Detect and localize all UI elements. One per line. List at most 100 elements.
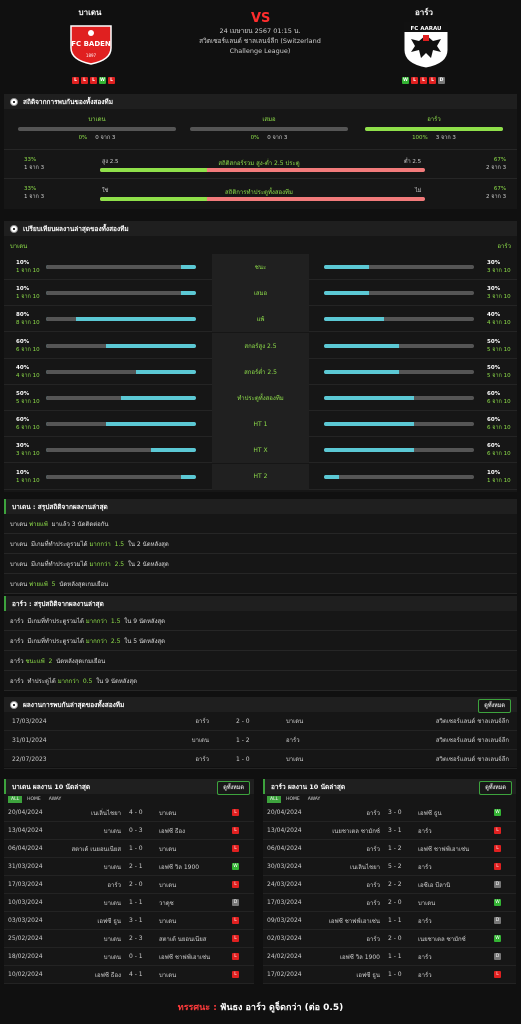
compare-left-pct: 60% <box>16 338 30 345</box>
form-badge: D <box>438 77 445 84</box>
compare-right-sub: 6 จาก 10 <box>487 399 511 405</box>
compare-away-label: อาร์ว <box>497 243 511 250</box>
ou-left-sub: 1 จาก 3 <box>24 165 45 171</box>
table-row[interactable]: 03/03/2024 เอฟซี ธูน 3 - 1 บาเดน L <box>4 912 254 930</box>
compare-right-sub: 6 จาก 10 <box>487 425 511 432</box>
away-last10-table: 20/04/2024 อาร์ว 3 - 0 เอฟซี ธูน W 13/04/2024… <box>263 804 516 984</box>
table-row[interactable]: 06/04/2024 สตาเด้ เนยอนเนียส 1 - 0 บาเดน L <box>4 840 254 858</box>
summary-text: มาแล้ว 3 นัดติดต่อกัน <box>47 520 109 528</box>
view-all-button[interactable]: ดูทั้งหมด <box>479 781 512 795</box>
table-row[interactable]: 09/03/2024 เอฟซี ชาฟฟ์เฮาเซ่น 1 - 1 อาร์ว D <box>263 912 516 930</box>
compare-row: 80% 8 จาก 10 แพ้ 40% 4 จาก 10 <box>4 306 517 333</box>
btts-left-sub: 1 จาก 3 <box>24 194 45 200</box>
home-team: อาร์ว <box>107 881 121 889</box>
table-row[interactable]: 20/04/2024 เนเลิ่นไชยา 4 - 0 บาเดน L <box>4 804 254 822</box>
compare-right-bar <box>324 474 474 479</box>
section-title: เปรียบเทียบผลงานล่าสุดของทั้งสองทีม <box>23 224 129 233</box>
compare-left-pct: 10% <box>16 469 30 476</box>
score: 1 - 0 <box>129 845 143 852</box>
home-team: เนเลิ่นไชยา <box>91 809 121 817</box>
summary-text: อาร์ว ทำประตูได้ <box>10 677 58 685</box>
result-badge: L <box>494 827 501 834</box>
h2h-col-pct: 0% 0 จาก 3 <box>190 134 348 142</box>
home-team: บาเดน <box>103 827 121 835</box>
compare-right-sub: 4 จาก 10 <box>487 320 511 327</box>
table-row[interactable]: 17/03/2024 อาร์ว 2 - 0 บาเดน สวิตเซอร์แลนด์ … <box>4 712 517 731</box>
table-row[interactable]: 10/03/2024 บาเดน 1 - 1 วาดุซ D <box>4 894 254 912</box>
compare-left-bar <box>46 317 196 322</box>
h2h-col-pct: 0% 0 จาก 3 <box>18 134 176 142</box>
h2h-league: สวิตเซอร์แลนด์ ชาลเลนจ์ลีก <box>435 756 509 763</box>
h2h-score: 2 - 0 <box>236 717 250 725</box>
compare-section: เปรียบเทียบผลงานล่าสุดของทั้งสองทีม บาเด… <box>4 221 517 492</box>
match-date: 24/02/2024 <box>267 953 302 960</box>
summary-text: บาเดน มีเกมที่ทำประตูรวมได้ <box>10 540 90 548</box>
h2h-home: อาร์ว <box>195 756 209 763</box>
away-summary-rows: อาร์ว มีเกมที่ทำประตูรวมได้ มากกว่า 1.5 … <box>4 611 517 691</box>
match-date: 13/04/2024 <box>267 827 302 834</box>
match-date: 17/03/2024 <box>267 899 302 906</box>
table-row[interactable]: 24/03/2024 อาร์ว 2 - 2 เอซีเอ บีลานิ D <box>263 876 516 894</box>
compare-left-bar <box>46 448 196 453</box>
table-row[interactable]: 13/04/2024 เนยชาเตล ซามักซ์ 3 - 1 อาร์ว L <box>263 822 516 840</box>
match-date: 24/03/2024 <box>267 881 302 888</box>
table-row[interactable]: 13/04/2024 บาเดน 0 - 3 เอฟซี ธีอง L <box>4 822 254 840</box>
compare-left-bar <box>46 291 196 296</box>
compare-row: 10% 1 จาก 10 HT 2 10% 1 จาก 10 <box>4 463 517 490</box>
compare-left-bar <box>46 369 196 374</box>
section-title: อาร์ว : สรุปสถิติจากผลงานล่าสุด <box>12 599 104 608</box>
score: 1 - 1 <box>388 953 402 960</box>
table-row[interactable]: 24/02/2024 เอฟซี วิล 1900 1 - 1 อาร์ว D <box>263 948 516 966</box>
section-title: สถิติจากการพบกันของทั้งสองทีม <box>23 97 113 106</box>
summary-text: ใน 2 นัดหลังสุด <box>124 560 169 568</box>
compare-left-pct: 40% <box>16 364 30 371</box>
table-row[interactable]: 06/04/2024 อาร์ว 1 - 2 เอฟซี ชาฟฟ์เฮาเซ่น L <box>263 840 516 858</box>
compare-row: 30% 3 จาก 10 HT X 60% 6 จาก 10 <box>4 437 517 464</box>
tab-away[interactable]: AWAY <box>307 796 321 802</box>
compare-right-bar <box>324 265 474 269</box>
h2h-date: 22/07/2023 <box>12 755 47 763</box>
result-badge: D <box>494 917 501 924</box>
table-row[interactable]: 31/01/2024 บาเดน 1 - 2 อาร์ว สวิตเซอร์แลนด์ … <box>4 731 517 750</box>
h2h-col-sub: 3 จาก 3 <box>435 135 456 141</box>
summary-text: มากกว่า 2.5 <box>85 637 121 645</box>
table-row[interactable]: 22/07/2023 อาร์ว 1 - 0 บาเดน สวิตเซอร์แลนด์ … <box>4 750 517 769</box>
result-badge: D <box>494 953 501 960</box>
compare-left-pct: 60% <box>16 417 30 424</box>
match-info: 24 เมษายน 2567 01:15 น. สวิตเซอร์แลนด์ ช… <box>190 26 330 56</box>
view-all-button[interactable]: ดูทั้งหมด <box>478 699 511 713</box>
tab-home[interactable]: HOME <box>286 796 300 802</box>
tab-away[interactable]: AWAY <box>48 796 62 802</box>
match-date: 02/03/2024 <box>267 935 302 942</box>
table-row[interactable]: 25/02/2024 บาเดน 2 - 3 สตาเด้ นยอนเนียส L <box>4 930 254 948</box>
table-row[interactable]: 10/02/2024 เอฟซี ธีอง 4 - 1 บาเดน L <box>4 966 254 984</box>
view-all-button[interactable]: ดูทั้งหมด <box>217 781 250 795</box>
prediction: ทรรศนะ : ฟันธง อาร์ว ดูจ็ดกว่า (ต่อ 0.5) <box>0 1000 521 1014</box>
tab-home[interactable]: HOME <box>27 796 41 802</box>
btts-title: สถิติการทำประตูทั้งสองทีม <box>225 189 293 196</box>
table-row[interactable]: 17/03/2024 อาร์ว 2 - 0 บาเดน W <box>263 894 516 912</box>
match-date: 17/02/2024 <box>267 971 302 978</box>
table-row[interactable]: 30/03/2024 เนเลินไชยา 5 - 2 อาร์ว L <box>263 858 516 876</box>
table-row[interactable]: 17/02/2024 เอฟซี ธูน 1 - 0 อาร์ว L <box>263 966 516 984</box>
away-team: อาร์ว <box>418 971 432 979</box>
home-team: สตาเด้ เนยอนเนียส <box>71 845 122 853</box>
match-date: 18/02/2024 <box>8 953 43 960</box>
score: 4 - 1 <box>129 971 143 978</box>
section-title: บาเดน ผลงาน 10 นัดล่าสุด <box>12 782 91 791</box>
table-row[interactable]: 20/04/2024 อาร์ว 3 - 0 เอฟซี ธูน W <box>263 804 516 822</box>
match-date: 24 เมษายน 2567 01:15 น. <box>219 27 301 35</box>
table-row[interactable]: 02/03/2024 อาร์ว 2 - 0 เนยชาเตล ซามักซ์ W <box>263 930 516 948</box>
h2h-col-sub: 0 จาก 3 <box>267 135 288 141</box>
tab-all[interactable]: ALL <box>267 795 282 803</box>
compare-right-bar <box>324 369 474 374</box>
compare-left-pct: 80% <box>16 312 30 319</box>
home-team: อาร์ว <box>366 881 380 889</box>
table-row[interactable]: 31/03/2024 บาเดน 2 - 1 เอฟซี วิล 1900 W <box>4 858 254 876</box>
compare-metric-label: HT 2 <box>212 463 309 490</box>
score: 0 - 1 <box>129 953 143 960</box>
table-row[interactable]: 17/03/2024 อาร์ว 2 - 0 บาเดน L <box>4 876 254 894</box>
table-row[interactable]: 18/02/2024 บาเดน 0 - 1 เอฟซี ชาฟฟ์เฮาเซ่น L <box>4 948 254 966</box>
compare-metric-label: ทำประตูทั้งสองทีม <box>212 385 309 411</box>
tab-all[interactable]: ALL <box>8 795 23 803</box>
